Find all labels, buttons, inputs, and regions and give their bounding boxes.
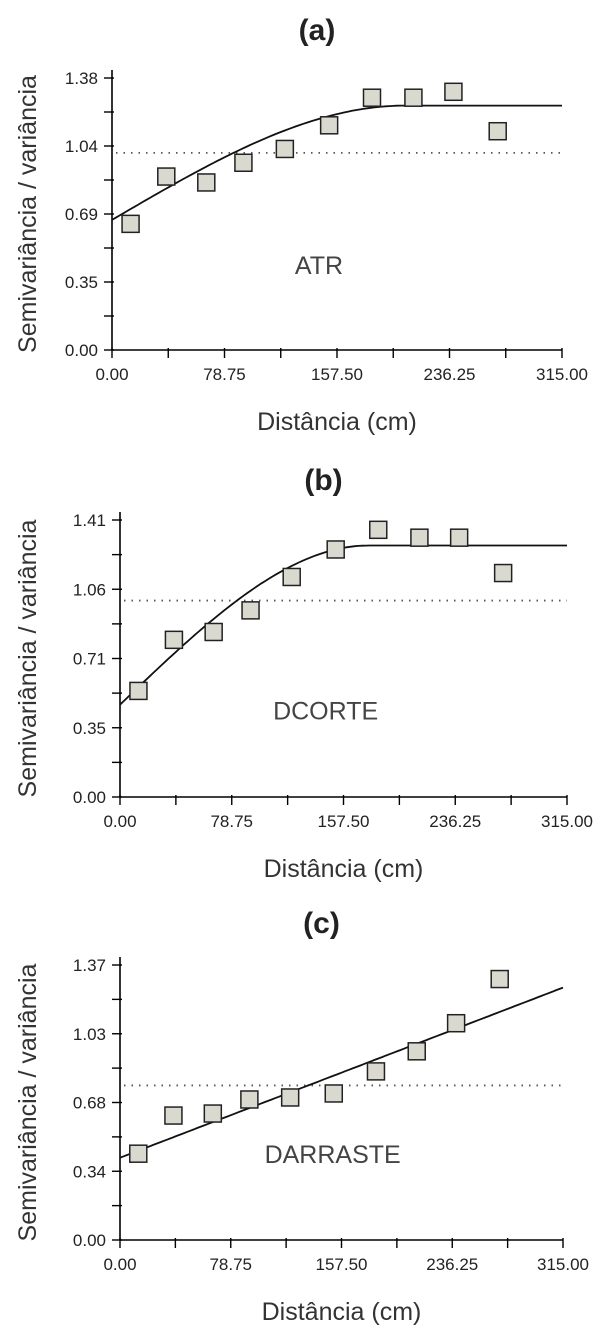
data-point [275, 139, 295, 159]
y-tick-label: 0.35 [65, 273, 98, 292]
data-point [326, 540, 345, 559]
data-point [444, 82, 463, 102]
data-point [407, 1042, 426, 1061]
panel-label: (a) [299, 14, 336, 47]
x-tick-label: 78.75 [209, 1255, 252, 1274]
data-point [129, 1144, 148, 1163]
data-point [369, 520, 388, 540]
x-tick-label: 315.00 [541, 812, 593, 831]
data-point [240, 1090, 259, 1109]
data-point [204, 622, 223, 642]
panel-label: (c) [303, 907, 340, 940]
x-tick-label: 0.00 [95, 365, 128, 384]
y-tick-label: 0.35 [73, 719, 106, 738]
panel-2: (b) 0.00 0.35 0.71 1.06 1.41 0.00 78.75 157.50 23… [14, 464, 593, 883]
y-tick-label: 0.69 [65, 205, 98, 224]
data-point [129, 681, 148, 701]
series-annotation: ATR [295, 252, 343, 280]
data-point [121, 214, 140, 234]
data-point [488, 121, 507, 141]
y-axis-title: Semivariância / variância [14, 963, 42, 1241]
series-annotation: DCORTE [273, 697, 378, 725]
y-tick-label: 1.41 [73, 511, 106, 530]
data-point [157, 167, 176, 186]
y-tick-label: 1.37 [73, 956, 106, 975]
x-tick-label: 236.25 [429, 812, 481, 831]
y-tick-label: 0.71 [73, 650, 106, 669]
data-point [282, 567, 301, 587]
data-point [490, 969, 509, 989]
x-tick-label: 0.00 [103, 812, 136, 831]
x-tick-label: 157.50 [316, 1255, 368, 1274]
x-tick-label: 236.25 [426, 1255, 478, 1274]
x-tick-label: 315.00 [537, 1255, 589, 1274]
series-annotation: DARRASTE [265, 1141, 401, 1169]
data-point [410, 528, 429, 547]
data-point [197, 173, 216, 192]
data-point [280, 1088, 300, 1107]
data-point [203, 1104, 223, 1123]
x-axis-title: Distância (cm) [257, 408, 417, 436]
data-point [366, 1062, 386, 1081]
x-tick-label: 78.75 [203, 365, 246, 384]
panel-1: (a) 0.00 0.35 0.69 1.04 1.38 0.00 78.75 157.50 23… [14, 14, 588, 436]
data-point [164, 1106, 183, 1125]
y-tick-label: 1.04 [65, 137, 98, 156]
panel-label: (b) [304, 464, 342, 497]
x-tick-label: 315.00 [536, 365, 588, 384]
data-point [234, 153, 253, 173]
data-point [493, 563, 513, 583]
x-axis-title: Distância (cm) [264, 855, 424, 883]
y-axis-title: Semivariância / variância [14, 519, 42, 797]
data-point [404, 88, 423, 107]
data-point [446, 1013, 466, 1033]
data-point [449, 528, 469, 547]
data-point [319, 116, 339, 135]
panel-3: (c) 0.00 0.34 0.68 1.03 1.37 0.00 78.75 157.50 23… [14, 907, 589, 1326]
x-tick-label: 236.25 [424, 365, 476, 384]
model-curve [119, 986, 564, 1159]
y-tick-label: 0.00 [65, 341, 98, 360]
x-tick-label: 157.50 [311, 365, 363, 384]
y-tick-label: 0.00 [73, 788, 106, 807]
y-tick-label: 0.00 [73, 1231, 106, 1250]
y-tick-label: 1.38 [65, 69, 98, 88]
y-tick-label: 0.68 [73, 1094, 106, 1113]
data-point [362, 88, 382, 107]
data-point [324, 1084, 344, 1103]
data-point [241, 601, 260, 620]
y-axis-title: Semivariância / variância [14, 75, 42, 353]
x-tick-label: 0.00 [103, 1255, 136, 1274]
y-tick-label: 1.03 [73, 1025, 106, 1044]
y-tick-label: 1.06 [73, 580, 106, 599]
x-tick-label: 157.50 [318, 812, 370, 831]
model-curve [111, 104, 562, 221]
x-axis-title: Distância (cm) [262, 1298, 422, 1326]
x-tick-label: 78.75 [210, 812, 253, 831]
data-point [164, 630, 184, 650]
y-tick-label: 0.34 [73, 1162, 106, 1181]
